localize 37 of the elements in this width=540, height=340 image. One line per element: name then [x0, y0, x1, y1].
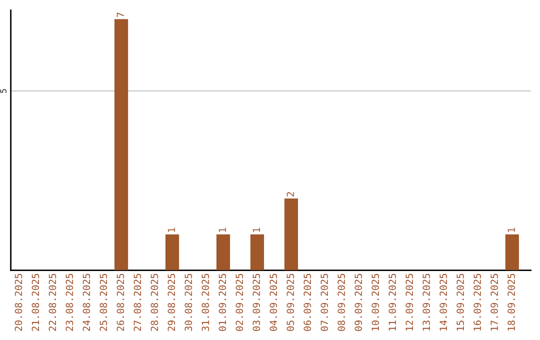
x-tick-label: 02.09.2025 — [236, 274, 244, 331]
x-tick-label: 12.09.2025 — [406, 274, 414, 330]
data-label: 1 — [168, 228, 175, 232]
x-tick-label: 18.09.2025 — [508, 274, 515, 330]
x-tick-label: 26.08.2025 — [116, 274, 124, 331]
x-tick-label: 04.09.2025 — [270, 274, 278, 331]
x-tick-label: 07.09.2025 — [320, 274, 328, 331]
x-tick-label: 08.09.2025 — [338, 274, 346, 331]
x-tick-label: 28.08.2025 — [150, 274, 158, 331]
x-tick-label: 24.08.2025 — [82, 274, 90, 331]
data-label: 1 — [508, 228, 515, 232]
x-tick-label: 05.09.2025 — [286, 274, 294, 331]
x-tick-label: 06.09.2025 — [304, 274, 312, 331]
data-label: 2 — [286, 192, 294, 196]
x-tick-label: 16.09.2025 — [474, 274, 481, 330]
x-tick-label: 30.08.2025 — [184, 274, 192, 331]
x-tick-label: 11.09.2025 — [388, 274, 396, 330]
x-tick-label: 27.08.2025 — [134, 274, 142, 331]
x-tick-label: 20.08.2025 — [14, 274, 22, 331]
y-tick-label: 5 — [0, 89, 6, 93]
x-tick-label: 29.08.2025 — [168, 274, 176, 331]
x-tick-label: 31.08.2025 — [202, 274, 210, 331]
data-label: 1 — [218, 228, 226, 232]
x-tick-label: 17.09.2025 — [490, 274, 498, 330]
x-tick-label: 03.09.2025 — [252, 274, 260, 331]
x-tick-label: 14.09.2025 — [440, 274, 447, 330]
x-tick-label: 23.08.2025 — [66, 274, 74, 331]
x-tick-label: 15.09.2025 — [456, 274, 464, 330]
x-tick-label: 10.09.2025 — [372, 274, 380, 330]
x-tick-label: 25.08.2025 — [100, 274, 108, 331]
data-label: 7 — [116, 12, 124, 18]
x-tick-label: 21.08.2025 — [32, 274, 40, 331]
data-label: 1 — [252, 228, 260, 232]
x-tick-label: 22.08.2025 — [48, 274, 56, 331]
x-tick-label: 09.09.2025 — [354, 274, 362, 331]
x-tick-label: 13.09.2025 — [422, 274, 430, 330]
x-tick-label: 01.09.2025 — [218, 274, 226, 331]
